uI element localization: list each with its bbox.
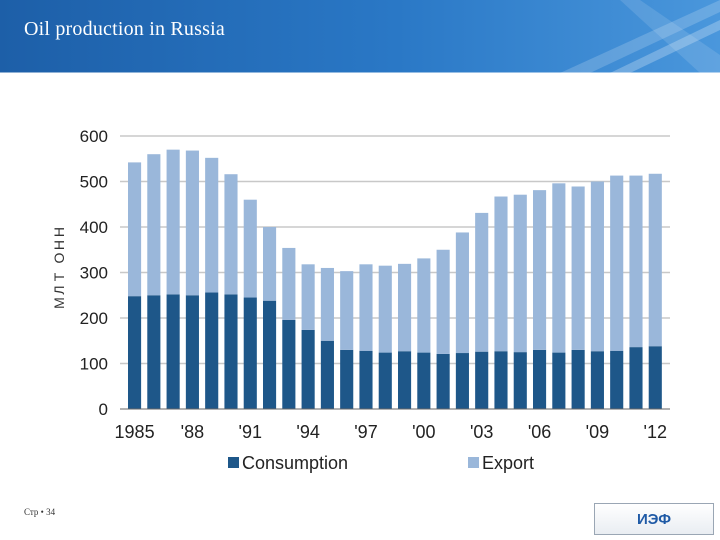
bar-export-1998 <box>378 265 392 353</box>
bar-consumption-2008 <box>571 349 585 409</box>
bar-consumption-1999 <box>398 351 412 409</box>
bar-consumption-2003 <box>475 351 489 409</box>
bar-export-1991 <box>243 199 257 298</box>
bar-export-2010 <box>610 175 624 351</box>
y-axis-label-char: Н <box>51 240 67 250</box>
x-tick-label: '88 <box>181 422 204 442</box>
x-tick-label: '94 <box>296 422 319 442</box>
bar-consumption-2012 <box>648 346 662 409</box>
legend-swatch-consumption <box>228 457 239 468</box>
bar-export-1999 <box>398 263 412 352</box>
bar-export-1994 <box>301 264 315 330</box>
bar-consumption-1994 <box>301 329 315 409</box>
x-tick-label: '91 <box>239 422 262 442</box>
bar-export-2012 <box>648 173 662 347</box>
bar-consumption-2005 <box>513 352 527 409</box>
x-tick-label: '06 <box>528 422 551 442</box>
x-tick-label: '00 <box>412 422 435 442</box>
y-tick-label: 300 <box>80 264 108 283</box>
header-banner: Oil production in Russia <box>0 0 720 73</box>
bar-consumption-1995 <box>320 340 334 409</box>
bar-export-1990 <box>224 174 238 295</box>
bar-export-2003 <box>475 212 489 352</box>
y-tick-label: 0 <box>99 400 108 419</box>
x-tick-label: '03 <box>470 422 493 442</box>
bar-export-2000 <box>417 258 431 353</box>
bar-export-2002 <box>455 232 469 354</box>
bar-consumption-1989 <box>205 292 219 409</box>
bar-consumption-1990 <box>224 294 238 409</box>
logo: ИЭФ <box>594 503 714 535</box>
bar-export-2007 <box>552 183 566 353</box>
page-title: Oil production in Russia <box>24 18 225 40</box>
page-number: Стр • 34 <box>24 507 56 517</box>
bar-consumption-1997 <box>359 350 373 409</box>
bar-consumption-2006 <box>533 349 547 409</box>
header-decoration <box>0 0 720 73</box>
y-tick-label: 600 <box>80 127 108 146</box>
bar-export-2001 <box>436 249 450 354</box>
bar-export-1986 <box>147 154 161 296</box>
bar-consumption-1987 <box>166 294 180 409</box>
bar-export-2009 <box>590 181 604 352</box>
bar-consumption-2007 <box>552 352 566 409</box>
bar-export-1992 <box>263 227 277 301</box>
bar-consumption-2000 <box>417 352 431 409</box>
bar-export-1993 <box>282 247 296 320</box>
bar-export-2005 <box>513 194 527 353</box>
bar-consumption-1988 <box>185 295 199 409</box>
bar-consumption-1996 <box>340 349 354 409</box>
x-tick-label: '12 <box>644 422 667 442</box>
bar-export-2004 <box>494 196 508 352</box>
logo-text: ИЭФ <box>636 510 672 528</box>
bar-consumption-2001 <box>436 353 450 409</box>
bar-export-1988 <box>185 150 199 296</box>
bar-consumption-1998 <box>378 352 392 409</box>
bar-export-1996 <box>340 271 354 350</box>
bar-consumption-1993 <box>282 319 296 409</box>
bar-consumption-2009 <box>590 351 604 409</box>
x-tick-label: '97 <box>354 422 377 442</box>
y-axis-label-char: Н <box>51 227 67 237</box>
legend-label-export: Export <box>482 453 534 473</box>
bar-export-2008 <box>571 186 585 350</box>
bar-consumption-2010 <box>610 350 624 409</box>
legend-swatch-export <box>468 457 479 468</box>
bar-export-1997 <box>359 264 373 351</box>
bar-consumption-1992 <box>263 300 277 409</box>
bar-export-1987 <box>166 149 180 295</box>
x-tick-label: 1985 <box>115 422 155 442</box>
bar-consumption-1985 <box>128 296 142 409</box>
y-axis-label-char: Т <box>51 272 67 281</box>
y-axis-label-char: О <box>51 252 67 263</box>
bar-export-2006 <box>533 190 547 350</box>
x-tick-label: '09 <box>586 422 609 442</box>
y-tick-label: 200 <box>80 309 108 328</box>
bar-export-2011 <box>629 175 643 348</box>
bar-consumption-2004 <box>494 351 508 409</box>
y-tick-label: 400 <box>80 218 108 237</box>
bar-consumption-2002 <box>455 353 469 409</box>
bar-consumption-1986 <box>147 295 161 409</box>
bar-consumption-2011 <box>629 347 643 409</box>
y-axis-label-char: М <box>51 297 67 309</box>
bar-export-1985 <box>128 162 142 297</box>
legend-label-consumption: Consumption <box>242 453 348 473</box>
bar-export-1995 <box>320 267 334 341</box>
bar-export-1989 <box>205 157 219 293</box>
y-axis-label-char: Л <box>51 285 67 294</box>
y-tick-label: 100 <box>80 355 108 374</box>
bar-consumption-1991 <box>243 297 257 409</box>
y-tick-label: 500 <box>80 173 108 192</box>
